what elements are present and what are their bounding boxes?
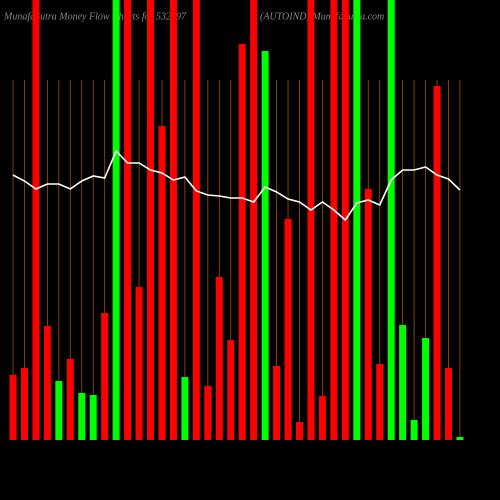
bar: [353, 0, 361, 440]
bar: [169, 0, 177, 440]
bar: [181, 377, 189, 440]
bar: [250, 0, 258, 440]
bar: [32, 0, 40, 440]
bar: [215, 277, 223, 440]
bar: [43, 326, 51, 440]
bar: [112, 0, 120, 440]
bar: [101, 313, 109, 440]
bar: [456, 437, 464, 440]
bar: [399, 325, 407, 440]
bar: [387, 0, 395, 440]
bar: [9, 375, 17, 440]
bar: [284, 219, 292, 440]
money-flow-line: [12, 149, 461, 222]
bar: [296, 422, 303, 440]
bar: [318, 396, 326, 440]
bar: [204, 386, 212, 440]
bar: [89, 395, 97, 440]
bar: [410, 420, 418, 440]
bar: [135, 287, 143, 440]
bar: [307, 0, 315, 440]
bar: [78, 393, 86, 440]
bar: [158, 126, 166, 440]
bar: [66, 359, 74, 440]
bar: [273, 366, 281, 440]
bar: [261, 51, 269, 440]
bar: [444, 368, 452, 440]
bar: [364, 189, 372, 440]
bar: [20, 368, 28, 440]
bar: [147, 0, 155, 440]
bar: [124, 0, 132, 440]
bar: [433, 86, 441, 440]
chart-title: MunafaSutra Money Flow Charts for 532797: [3, 11, 187, 22]
bar: [422, 338, 430, 440]
bar: [238, 44, 246, 440]
bar: [227, 340, 235, 440]
bar: [55, 381, 63, 440]
bar: [192, 0, 200, 440]
chart-subtitle: (AUTOIND) MunafaSutra.com: [260, 11, 384, 22]
bar: [330, 0, 338, 440]
bar: [376, 364, 384, 440]
